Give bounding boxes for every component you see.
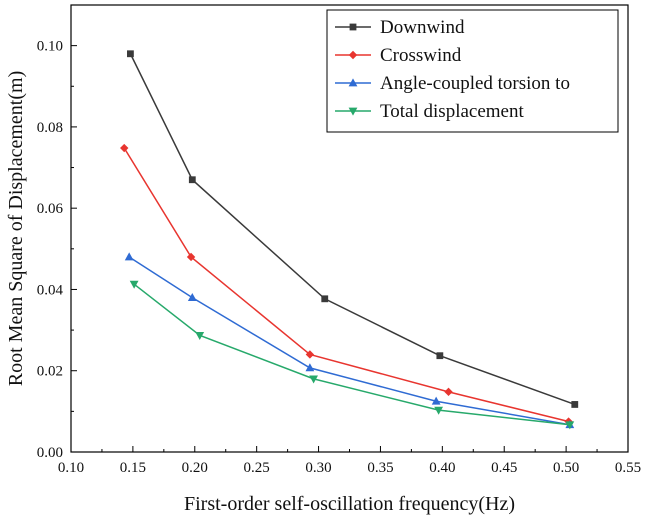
legend-item-total-displacement: Total displacement [335,101,524,122]
y-tick-labels: 0.00 0.02 0.04 0.06 0.08 0.10 [37,39,64,461]
data-point-angle-coupled-torsion-to [187,292,197,301]
data-point-total-displacement [565,421,575,430]
x-tick-label: 0.15 [120,460,146,476]
data-point-downwind [188,176,196,184]
data-point-total-displacement [129,280,139,289]
legend-item-crosswind: Crosswind [335,45,462,66]
y-tick-label: 0.02 [37,364,63,380]
series-layer [120,50,579,430]
data-point-angle-coupled-torsion-to [124,252,134,261]
x-tick-labels: 0.10 0.15 0.20 0.25 0.30 0.35 0.40 0.45 0.50 0.55 [58,460,641,476]
data-point-total-displacement [195,331,205,340]
series-total-displacement [129,280,575,430]
data-point-angle-coupled-torsion-to [305,363,315,372]
data-point-crosswind [120,143,129,153]
data-point-angle-coupled-torsion-to [431,396,441,405]
data-point-total-displacement [434,406,444,415]
data-point-crosswind [444,387,453,397]
legend-box [326,9,619,133]
x-tick-label: 0.10 [58,460,84,476]
series-line-total-displacement [133,283,570,426]
y-tick-label: 0.00 [37,445,63,461]
legend-marker [349,23,357,31]
series-line-angle-coupled-torsion-to [128,256,570,426]
x-tick-label: 0.40 [429,460,455,476]
y-tick-label: 0.06 [37,201,64,217]
series-angle-coupled-torsion-to [124,252,575,429]
x-tick-label: 0.45 [491,460,517,476]
legend-label: Total displacement [380,101,524,122]
legend-label: Crosswind [380,45,462,66]
legend-label: Angle-coupled torsion to [380,73,570,94]
series-line-crosswind [123,147,569,423]
y-tick-label: 0.10 [37,39,63,55]
data-point-downwind [321,295,329,303]
x-axis-title: First-order self-oscillation frequency(H… [184,493,515,515]
legend-marker [348,50,358,60]
legend-item-angle-coupled-torsion-to: Angle-coupled torsion to [335,73,570,94]
data-point-total-displacement [309,375,319,384]
data-point-crosswind [305,350,315,359]
y-tick-label: 0.08 [37,120,63,136]
series-crosswind [120,143,573,426]
axis-ticks [70,45,629,453]
legend-marker [348,78,358,87]
y-tick-label: 0.04 [37,282,64,298]
series-downwind [127,50,579,408]
data-point-downwind [127,50,134,58]
legend-label: Downwind [380,17,465,38]
legend-marker [348,107,358,116]
data-point-downwind [436,352,444,360]
data-point-downwind [571,401,579,408]
x-tick-label: 0.25 [244,460,270,476]
legend: Downwind Crosswind Angle-coupled torsion t… [326,9,619,133]
y-axis-title: Root Mean Square of Displacement(m) [5,71,27,386]
x-tick-label: 0.50 [553,460,579,476]
legend-item-downwind: Downwind [335,17,465,38]
x-tick-label: 0.20 [182,460,208,476]
data-point-crosswind [186,252,196,262]
x-tick-label: 0.55 [615,460,641,476]
x-tick-label: 0.35 [367,460,393,476]
x-tick-label: 0.30 [305,460,331,476]
